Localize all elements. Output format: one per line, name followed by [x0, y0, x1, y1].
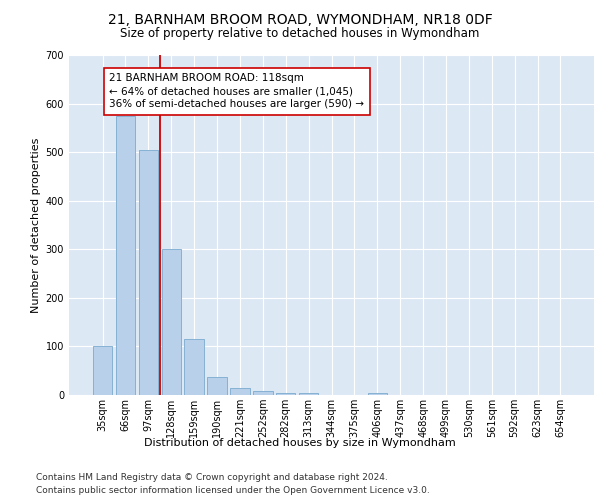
Bar — [230, 388, 250, 395]
Bar — [184, 339, 204, 395]
Text: Contains HM Land Registry data © Crown copyright and database right 2024.: Contains HM Land Registry data © Crown c… — [36, 472, 388, 482]
Text: Size of property relative to detached houses in Wymondham: Size of property relative to detached ho… — [121, 28, 479, 40]
Bar — [368, 392, 387, 395]
Y-axis label: Number of detached properties: Number of detached properties — [31, 138, 41, 312]
Bar — [299, 392, 319, 395]
Bar — [93, 346, 112, 395]
Bar — [116, 116, 135, 395]
Text: 21 BARNHAM BROOM ROAD: 118sqm
← 64% of detached houses are smaller (1,045)
36% o: 21 BARNHAM BROOM ROAD: 118sqm ← 64% of d… — [109, 73, 364, 110]
Bar — [161, 250, 181, 395]
Text: Distribution of detached houses by size in Wymondham: Distribution of detached houses by size … — [144, 438, 456, 448]
Bar — [208, 376, 227, 395]
Bar — [253, 391, 272, 395]
Text: Contains public sector information licensed under the Open Government Licence v3: Contains public sector information licen… — [36, 486, 430, 495]
Bar — [276, 392, 295, 395]
Bar — [139, 150, 158, 395]
Text: 21, BARNHAM BROOM ROAD, WYMONDHAM, NR18 0DF: 21, BARNHAM BROOM ROAD, WYMONDHAM, NR18 … — [107, 12, 493, 26]
